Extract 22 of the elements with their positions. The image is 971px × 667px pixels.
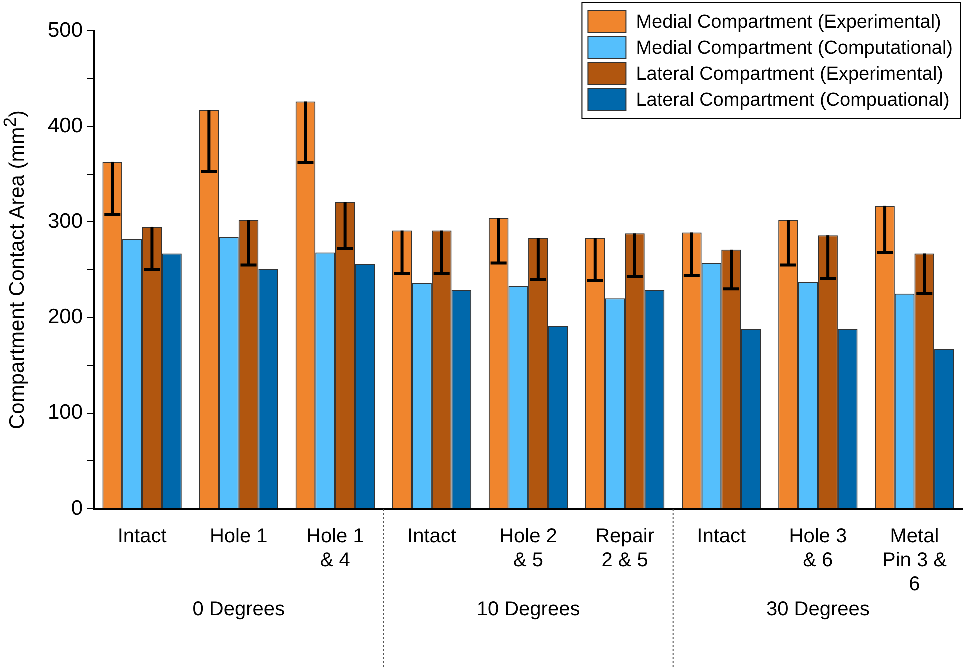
y-tick-label: 200 [48,306,84,329]
x-tick-label: Repair 2 & 5 [596,526,655,572]
x-tick-label: Hole 2 & 5 [500,526,558,572]
text: 30 Degrees [766,598,870,621]
x-tick-label: Metal Pin 3 & 6 [882,526,948,596]
x-tick-label: Hole 1 & 4 [306,526,364,572]
text: 0 Degrees [192,598,286,621]
x-tick-label: Intact [118,526,168,548]
y-tick-label: 100 [48,401,84,424]
y-tick-label: 0 [71,496,84,520]
y-tick-label: 500 [48,18,84,42]
legend-label: Lateral Compartment (Compuational) [636,90,950,112]
y-tick-label: 300 [48,210,84,233]
y-tick-label: 400 [48,114,84,138]
legend-label: Lateral Compartment (Experimental) [636,64,944,86]
x-tick-label: Intact [697,526,747,548]
x-tick-label: Hole 1 [210,526,268,548]
legend-label: Medial Compartment (Computational) [636,38,954,60]
x-tick-label: Hole 3 & 6 [789,526,848,572]
legend-label: Medial Compartment (Experimental) [636,12,942,34]
x-tick-label: Intact [408,526,457,548]
text: 10 Degrees [476,598,580,621]
